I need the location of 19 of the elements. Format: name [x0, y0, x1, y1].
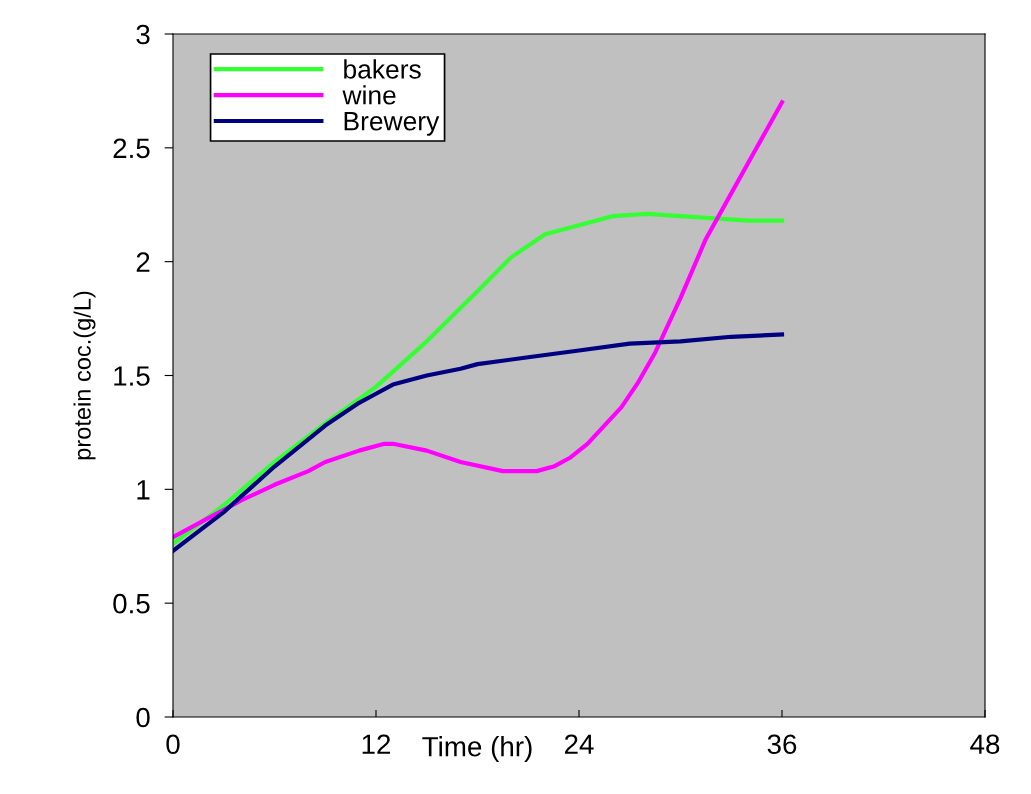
x-tick-label: 48: [970, 734, 1000, 755]
y-tick-label: 3: [136, 24, 150, 45]
y-axis-title: protein coc.(g/L): [73, 291, 96, 460]
line-series: [173, 211, 785, 547]
line-series: [173, 332, 785, 553]
legend-label: bakers: [344, 59, 421, 79]
y-tick-label: 0: [136, 707, 150, 728]
x-tick-label: 0: [166, 734, 180, 755]
y-tick-label: 1: [137, 480, 150, 500]
x-axis-title: Time (hr): [422, 736, 532, 763]
x-tick-label: 24: [564, 734, 594, 754]
y-tick-label: 2: [136, 252, 150, 272]
y-tick-label: 2.5: [113, 138, 150, 159]
legend-label: Brewery: [344, 112, 440, 136]
y-tick-label: 1.5: [114, 366, 150, 386]
x-tick-label: 36: [767, 734, 797, 755]
x-tick-label: 12: [362, 734, 391, 754]
y-tick-label: 0.5: [113, 593, 150, 614]
legend-label: wine: [342, 85, 396, 105]
